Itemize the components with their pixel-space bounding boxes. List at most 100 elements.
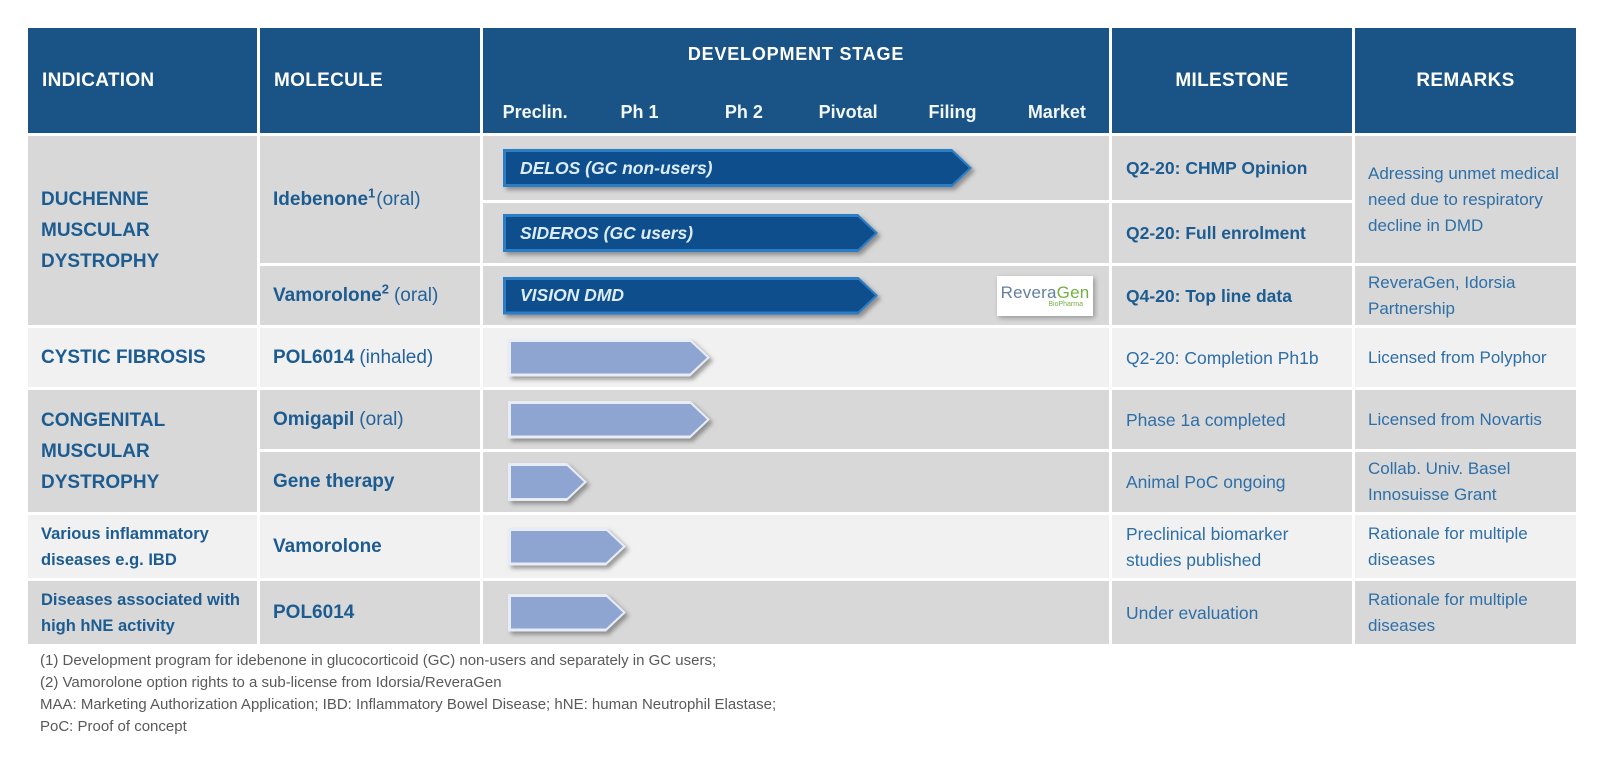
arrow-body — [511, 531, 623, 563]
remarks-licensed-polyphor: Licensed from Polyphor — [1355, 328, 1576, 387]
footnote-abbreviations: MAA: Marketing Authorization Application… — [40, 696, 777, 713]
molecule-idebenone: Idebenone1(oral) — [260, 136, 480, 263]
remarks-rationale-ibd: Rationale for multiple diseases — [1355, 515, 1576, 578]
molecule-footnote-sup: 1 — [368, 185, 376, 201]
reveragen-logo: ReveraGen BioPharma — [997, 275, 1093, 316]
devstage-vision-dmd: VISION DMD ReveraGen BioPharma — [483, 266, 1109, 325]
indication-cmd: CONGENITAL MUSCULAR DYSTROPHY — [28, 390, 257, 512]
milestone-text: Preclinical biomarker studies published — [1126, 523, 1289, 570]
footnote-1: (1) Development program for idebenone in… — [40, 652, 717, 669]
indication-dmd: DUCHENNE MUSCULAR DYSTROPHY — [28, 136, 257, 325]
molecule-name: Vamorolone — [273, 284, 382, 306]
arrow-body — [511, 342, 707, 374]
remarks-text: Rationale for multiple diseases — [1368, 589, 1528, 635]
indication-cystic-fibrosis: CYSTIC FIBROSIS — [28, 328, 257, 387]
reveragen-logo-text-blue: Revera — [1000, 283, 1057, 302]
remarks-dmd-unmet-need: Adressing unmet medical need due to resp… — [1355, 136, 1576, 263]
milestone-animal-poc: Animal PoC ongoing — [1112, 452, 1352, 512]
molecule-vamorolone-ibd: Vamorolone — [260, 515, 480, 578]
molecule-omigapil: Omigapil (oral) — [260, 390, 480, 449]
pol6014-cf-arrow — [508, 339, 710, 377]
molecule-gene-therapy: Gene therapy — [260, 452, 480, 512]
devstage-gene-therapy — [483, 452, 1109, 512]
remarks-text: Licensed from Polyphor — [1368, 347, 1547, 367]
arrow-label: DELOS (GC non-users) — [520, 157, 713, 178]
milestone-text: Q4-20: Top line data — [1126, 285, 1292, 306]
molecule-route: (oral) — [359, 408, 404, 430]
remarks-text: Rationale for multiple diseases — [1368, 523, 1528, 569]
molecule-name: POL6014 — [273, 346, 355, 368]
molecule-route: (oral) — [393, 284, 439, 306]
footnote-poc: PoC: Proof of concept — [40, 718, 187, 735]
indication-hne: Diseases associated with high hNE activi… — [28, 581, 257, 644]
remarks-licensed-novartis: Licensed from Novartis — [1355, 390, 1576, 449]
indication-dmd-label: DUCHENNE MUSCULAR DYSTROPHY — [41, 189, 160, 272]
column-header-remarks: REMARKS — [1355, 28, 1576, 133]
column-header-milestone-label: MILESTONE — [1175, 69, 1289, 91]
indication-cmd-label: CONGENITAL MUSCULAR DYSTROPHY — [41, 409, 165, 493]
omigapil-arrow — [508, 401, 710, 439]
milestone-completion-ph1b: Q2-20: Completion Ph1b — [1112, 328, 1352, 387]
milestone-text: Q2-20: Completion Ph1b — [1126, 347, 1319, 368]
footnote-2: (2) Vamorolone option rights to a sub-li… — [40, 674, 502, 691]
molecule-name: Idebenone — [273, 188, 369, 210]
footnotes: (1) Development program for idebenone in… — [40, 650, 776, 738]
delos-arrow: DELOS (GC non-users) — [503, 149, 972, 187]
molecule-route: (inhaled) — [359, 346, 434, 368]
column-header-development-stage: DEVELOPMENT STAGE Preclin. Ph 1 Ph 2 Piv… — [483, 28, 1109, 133]
milestone-biomarker-studies: Preclinical biomarker studies published — [1112, 515, 1352, 578]
molecule-pol6014-inhaled: POL6014 (inhaled) — [260, 328, 480, 387]
remarks-text: Collab. Univ. Basel Innosuisse Grant — [1368, 459, 1511, 504]
remarks-rationale-hne: Rationale for multiple diseases — [1355, 581, 1576, 644]
milestone-text: Animal PoC ongoing — [1126, 472, 1286, 492]
milestone-phase-1a-completed: Phase 1a completed — [1112, 390, 1352, 449]
column-header-remarks-label: REMARKS — [1416, 69, 1515, 91]
milestone-text: Phase 1a completed — [1126, 409, 1286, 430]
molecule-name: POL6014 — [273, 601, 355, 623]
devstage-delos: DELOS (GC non-users) — [483, 136, 1109, 200]
stage-subheaders: Preclin. Ph 1 Ph 2 Pivotal Filing Market — [483, 102, 1109, 123]
indication-ibd: Various inflammatory diseases e.g. IBD — [28, 515, 257, 578]
column-header-molecule: MOLECULE — [260, 28, 480, 133]
vision-dmd-arrow: VISION DMD — [503, 277, 878, 315]
remarks-text: Licensed from Novartis — [1368, 409, 1542, 429]
arrow-body — [511, 466, 584, 498]
stage-label-ph2: Ph 2 — [724, 102, 763, 122]
molecule-vamorolone: Vamorolone2 (oral) — [260, 266, 480, 325]
remarks-collab-basel: Collab. Univ. Basel Innosuisse Grant — [1355, 452, 1576, 512]
molecule-pol6014-hne: POL6014 — [260, 581, 480, 644]
development-stage-title: DEVELOPMENT STAGE — [687, 44, 905, 64]
arrow-body: DELOS (GC non-users) — [506, 152, 969, 184]
indication-cf-label: CYSTIC FIBROSIS — [41, 347, 206, 368]
molecule-footnote-sup: 2 — [381, 281, 389, 297]
sideros-arrow: SIDEROS (GC users) — [503, 214, 878, 252]
reveragen-logo-subtext: BioPharma — [1048, 301, 1083, 308]
molecule-name: Gene therapy — [273, 471, 395, 492]
arrow-body: SIDEROS (GC users) — [506, 217, 875, 249]
stage-label-ph1: Ph 1 — [620, 102, 659, 122]
milestone-text: Q2-20: CHMP Opinion — [1126, 158, 1308, 178]
milestone-top-line-data: Q4-20: Top line data — [1112, 266, 1352, 325]
devstage-vamorolone-ibd — [483, 515, 1109, 578]
column-header-milestone: MILESTONE — [1112, 28, 1352, 133]
pipeline-table: INDICATION MOLECULE DEVELOPMENT STAGE Pr… — [28, 28, 1576, 644]
milestone-chmp-opinion: Q2-20: CHMP Opinion — [1112, 136, 1352, 200]
milestone-text: Under evaluation — [1126, 602, 1259, 623]
pol6014-hne-arrow — [508, 594, 626, 632]
column-header-indication: INDICATION — [28, 28, 257, 133]
arrow-label: VISION DMD — [520, 285, 625, 305]
molecule-route: (oral) — [376, 188, 421, 210]
arrow-body: VISION DMD — [506, 280, 875, 312]
stage-label-market: Market — [1027, 102, 1086, 122]
devstage-pol6014-hne — [483, 581, 1109, 644]
devstage-sideros: SIDEROS (GC users) — [483, 203, 1109, 263]
devstage-omigapil — [483, 390, 1109, 449]
arrow-body — [511, 597, 623, 629]
remarks-text: Adressing unmet medical need due to resp… — [1368, 163, 1559, 235]
milestone-full-enrolment: Q2-20: Full enrolment — [1112, 203, 1352, 263]
milestone-text: Q2-20: Full enrolment — [1126, 223, 1306, 243]
stage-label-filing: Filing — [928, 102, 977, 122]
indication-ibd-label: Various inflammatory diseases e.g. IBD — [41, 524, 209, 569]
indication-hne-label: Diseases associated with high hNE activi… — [41, 590, 241, 635]
arrow-body — [511, 404, 707, 436]
